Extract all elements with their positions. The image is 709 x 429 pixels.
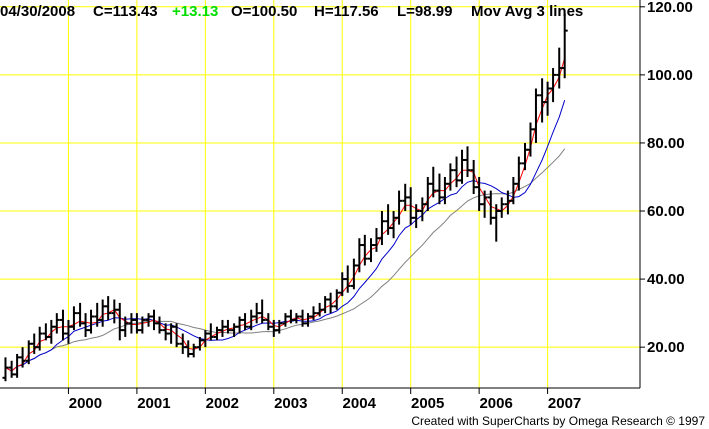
ohlc-bar <box>224 319 231 334</box>
ohlc-bar <box>19 347 26 368</box>
ohlc-bar <box>190 343 197 358</box>
header-change: +13.13 <box>172 3 218 20</box>
ohlc-bar <box>464 146 471 177</box>
ohlc-bar <box>532 88 539 143</box>
ohlc-bar <box>344 265 351 293</box>
x-axis: 2000 2001 2002 2003 2004 2005 2006 2007 <box>67 388 581 412</box>
y-tick-label: 60.00 <box>647 203 685 220</box>
ohlc-bar <box>361 234 368 266</box>
credit-text: Created with SuperCharts by Omega Resear… <box>411 414 705 428</box>
ohlc-bar <box>396 190 403 225</box>
ohlc-bar <box>276 319 283 334</box>
y-tick-label: 120.00 <box>647 0 693 16</box>
ohlc-bar <box>207 323 214 341</box>
ohlc-bar <box>293 313 300 324</box>
header-study: Mov Avg 3 lines <box>471 3 583 20</box>
ohlc-bar <box>242 313 249 331</box>
ohlc-bar <box>378 211 385 246</box>
header-close: C=113.43 <box>93 3 158 20</box>
svg-text:04/30/2008 C=113.43 +1: 04/30/2008 C=113.43 +13.13 O=100.50 H=11… <box>0 3 583 20</box>
header-date: 04/30/2008 <box>0 3 75 20</box>
ohlc-bar <box>70 306 77 331</box>
y-tick-label: 40.00 <box>647 271 685 288</box>
ohlc-bar <box>561 13 568 79</box>
x-tick-label: 2003 <box>274 395 307 412</box>
y-axis: 20.00 40.00 60.00 80.00 100.00 120.00 <box>640 0 693 356</box>
ohlc-bar <box>139 316 146 334</box>
ohlc-bar <box>498 197 505 218</box>
ohlc-bar <box>481 190 488 218</box>
ohlc-bar <box>259 299 266 324</box>
ohlc-bar <box>550 68 557 103</box>
ohlc-bar <box>105 296 112 320</box>
header-open: O=100.50 <box>231 3 297 20</box>
ohlc-bar <box>36 326 43 351</box>
ohlc-bar <box>413 204 420 229</box>
ohlc-bar <box>430 166 437 198</box>
ohlc-bar <box>122 316 129 337</box>
ohlc-bars <box>2 13 568 382</box>
x-tick-label: 2000 <box>69 395 102 412</box>
ohlc-bar <box>447 163 454 191</box>
header-low: L=98.99 <box>397 3 452 20</box>
ohlc-bar <box>173 323 180 348</box>
ma-slow-line <box>5 148 566 372</box>
header-high: H=117.56 <box>314 3 379 20</box>
ohlc-bar <box>53 313 60 334</box>
x-tick-label: 2004 <box>343 395 377 412</box>
x-tick-label: 2002 <box>206 395 239 412</box>
y-tick-label: 80.00 <box>647 135 685 152</box>
y-tick-label: 100.00 <box>647 67 693 84</box>
ohlc-bar <box>327 292 334 314</box>
ohlc-bar <box>515 156 522 191</box>
ohlc-bar <box>2 357 9 382</box>
ohlc-bar <box>156 316 163 334</box>
ohlc-bar <box>310 306 317 320</box>
x-tick-label: 2007 <box>548 395 581 412</box>
y-tick-label: 20.00 <box>647 339 685 356</box>
x-tick-label: 2005 <box>411 395 444 412</box>
x-tick-label: 2001 <box>137 395 170 412</box>
ohlc-bar <box>88 309 95 334</box>
x-tick-label: 2006 <box>479 395 512 412</box>
